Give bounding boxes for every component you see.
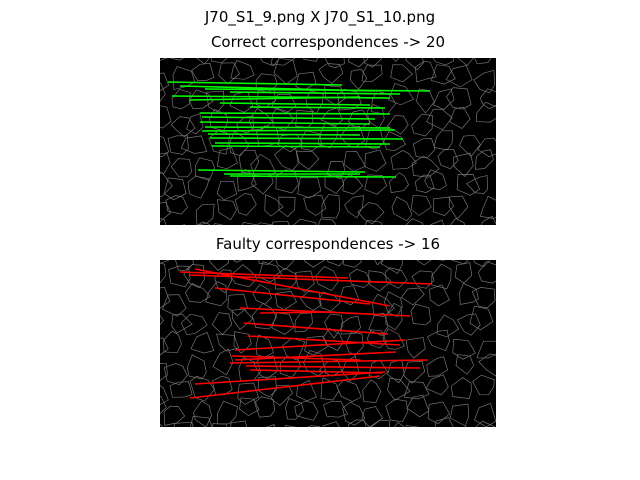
- correct-match-line: [167, 81, 343, 86]
- faulty-match-line: [189, 375, 381, 399]
- faulty-match-line: [234, 339, 406, 351]
- correct-match-line: [214, 142, 391, 145]
- faulty-match-line: [245, 365, 421, 369]
- correct-match-line: [204, 126, 391, 129]
- faulty-match-line: [247, 335, 401, 346]
- correct-match-line: [219, 102, 371, 106]
- correct-match-line: [189, 96, 361, 101]
- correct-match-line: [249, 106, 386, 109]
- faulty-match-line: [194, 268, 391, 307]
- correct-match-line: [197, 169, 366, 173]
- faulty-match-line: [259, 311, 336, 314]
- correct-match-line: [204, 88, 431, 92]
- faulty-match-line: [189, 274, 433, 285]
- correct-match-line: [199, 121, 371, 125]
- faulty-match-line: [249, 369, 383, 374]
- correct-matches-canvas: [160, 58, 496, 225]
- faulty-match-line: [179, 271, 349, 279]
- faulty-match-line: [194, 371, 386, 385]
- faulty-matches-image: [160, 260, 496, 427]
- correct-matches-image: [160, 58, 496, 225]
- faulty-match-line: [231, 355, 361, 361]
- figure-title: J70_S1_9.png X J70_S1_10.png: [204, 8, 436, 26]
- faulty-match-line: [229, 359, 429, 364]
- faulty-panel-title: Faulty correspondences -> 16: [215, 235, 441, 253]
- correct-match-line: [201, 129, 396, 132]
- correct-panel-title: Correct correspondences -> 20: [210, 33, 446, 51]
- faulty-match-group: [179, 268, 433, 399]
- correct-match-line: [211, 145, 381, 148]
- correct-match-line: [229, 175, 397, 178]
- faulty-match-line: [243, 322, 389, 335]
- correct-match-line: [207, 133, 361, 136]
- faulty-match-line: [214, 287, 371, 305]
- correct-match-line: [229, 91, 401, 95]
- cell-texture: [160, 260, 496, 427]
- faulty-match-line: [234, 351, 397, 361]
- correct-match-group: [167, 81, 431, 178]
- correct-match-line: [199, 112, 391, 115]
- correct-match-line: [201, 116, 376, 120]
- faulty-matches-canvas: [160, 260, 496, 427]
- correct-match-line: [209, 137, 404, 140]
